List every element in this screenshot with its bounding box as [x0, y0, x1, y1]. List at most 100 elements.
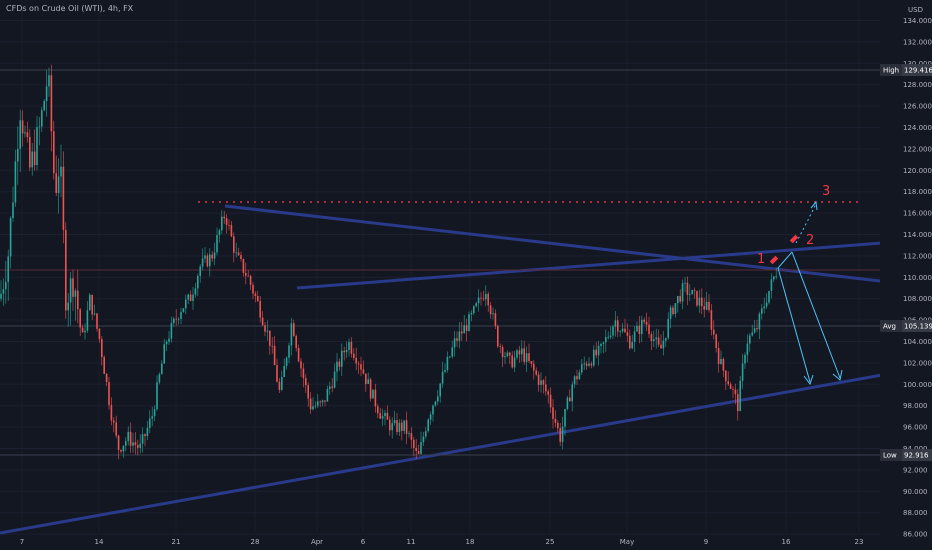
candle-body: [293, 323, 295, 336]
candle-body: [26, 132, 29, 137]
candle-body: [19, 120, 21, 149]
candle-body: [641, 319, 643, 335]
candle-body: [516, 350, 518, 358]
candle-body: [235, 252, 237, 254]
upper-trendline[interactable]: [224, 204, 881, 283]
candle-body: [473, 306, 475, 314]
candle-body: [705, 301, 708, 310]
candle-body: [588, 363, 590, 366]
candle-body: [249, 276, 252, 285]
candle-body: [96, 313, 98, 329]
candle-body: [223, 216, 225, 219]
candle-body: [696, 290, 698, 306]
candle-body: [552, 407, 554, 419]
candle-body: [134, 442, 137, 446]
candle-body: [377, 406, 379, 414]
candle-body: [247, 275, 249, 277]
y-tick-label: 118.000: [903, 188, 932, 196]
candle-body: [367, 379, 369, 384]
currency-label: USD: [908, 6, 923, 14]
candle-body: [393, 420, 396, 424]
candle-body: [713, 329, 715, 335]
candle-body: [41, 110, 43, 127]
candle-body: [768, 290, 770, 303]
candle-body: [463, 325, 465, 334]
candles: [0, 64, 777, 460]
candle-body: [194, 288, 197, 295]
candle-body: [624, 328, 626, 333]
candle-body: [115, 422, 117, 436]
arrow-down-2[interactable]: [791, 251, 841, 379]
annotation-2: 2: [806, 233, 814, 248]
x-tick-label: 28: [251, 538, 260, 546]
candle-body: [650, 334, 653, 342]
candle-body: [763, 306, 765, 309]
candle-body: [427, 419, 429, 432]
candle-body: [566, 397, 569, 410]
candle-body: [638, 325, 641, 335]
candle-body: [278, 381, 281, 390]
candle-body: [497, 325, 499, 347]
candle-body: [441, 371, 444, 384]
candle-body: [369, 379, 372, 399]
candle-body: [211, 254, 213, 259]
candle-body: [180, 312, 182, 319]
candle-body: [117, 435, 120, 450]
level-tag-low: [880, 449, 902, 461]
y-tick-label: 104.000: [903, 338, 932, 346]
x-tick-label: 21: [172, 538, 181, 546]
level-tag-avg: [880, 320, 902, 332]
candle-body: [14, 161, 17, 203]
candle-body: [403, 420, 405, 431]
candle-body: [629, 335, 631, 349]
candle-body: [333, 371, 336, 388]
arrow-up[interactable]: [777, 251, 793, 269]
candle-body: [204, 255, 206, 259]
candle-body: [17, 148, 19, 162]
candle-body: [528, 353, 530, 362]
candle-body: [405, 420, 408, 434]
candle-body: [254, 293, 257, 297]
y-tick-label: 130.000: [903, 60, 932, 68]
candle-body: [480, 297, 482, 299]
candle-body: [415, 447, 417, 452]
arrowhead-2: [832, 369, 843, 381]
candle-body: [353, 353, 355, 358]
y-tick-label: 86.000: [903, 531, 928, 539]
candle-body: [43, 101, 45, 111]
candle-body: [521, 348, 523, 355]
candle-body: [597, 345, 600, 356]
y-tick-label: 126.000: [903, 103, 932, 111]
candle-body: [420, 442, 422, 454]
candle-body: [141, 434, 144, 444]
arrow-down-1[interactable]: [777, 267, 811, 383]
candle-body: [540, 380, 542, 385]
candle-body: [206, 255, 209, 267]
candle-body: [336, 361, 338, 372]
candle-body: [129, 431, 132, 446]
candle-body: [341, 350, 343, 367]
candle-body: [578, 372, 581, 380]
candle-body: [67, 302, 69, 311]
candle-body: [425, 431, 427, 437]
candle-body: [302, 368, 305, 379]
x-tick-label: 16: [782, 538, 791, 546]
lower-trendline[interactable]: [0, 373, 883, 535]
candle-body: [365, 373, 367, 384]
middle-trendline[interactable]: [296, 241, 883, 290]
dotted-arrowhead: [810, 200, 818, 211]
candle-body: [9, 218, 12, 257]
candle-body: [691, 290, 693, 295]
candle-body: [288, 345, 290, 358]
candle-body: [636, 325, 638, 332]
candle-body: [698, 297, 701, 306]
candle-body: [343, 350, 345, 353]
time-axis[interactable]: 7 14 21 28 Apr 6 11 18 25 May 9 16 23: [20, 538, 864, 546]
candle-body: [561, 426, 564, 442]
candle-body: [187, 294, 189, 300]
candle-body: [602, 342, 605, 344]
candle-body: [633, 331, 636, 342]
candle-body: [199, 266, 201, 276]
price-axis[interactable]: USD 134.000 132.000 130.000 128.000 126.000 12…: [880, 0, 932, 550]
